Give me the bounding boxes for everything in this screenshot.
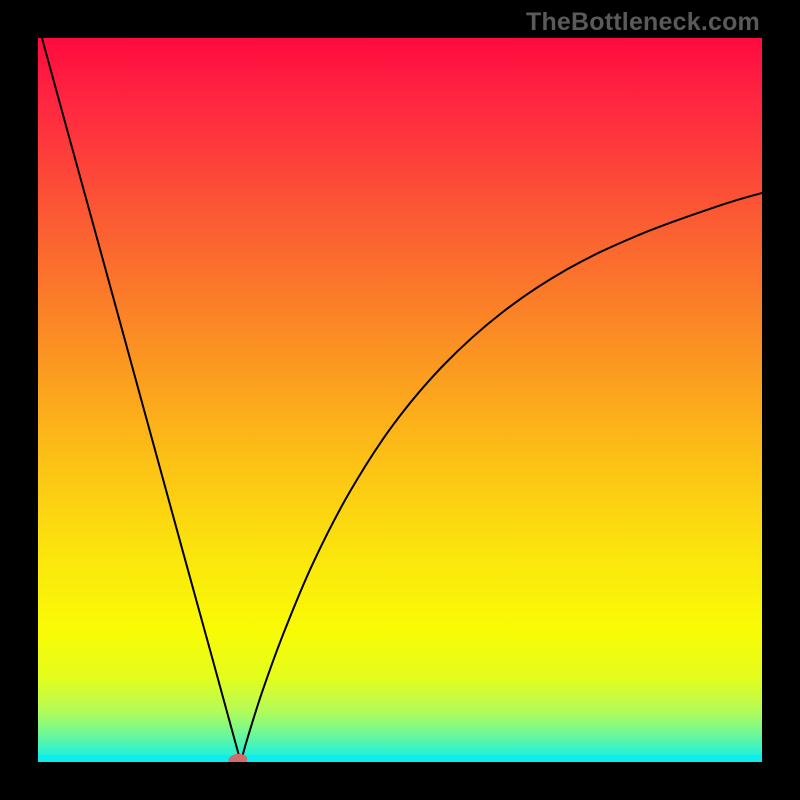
plot-area [38, 38, 762, 762]
curve-left-branch [38, 38, 241, 762]
minimum-marker [228, 753, 248, 762]
figure-root: TheBottleneck.com [0, 0, 800, 800]
bottleneck-curve [38, 38, 762, 762]
curve-right-branch [241, 193, 762, 762]
watermark-text: TheBottleneck.com [526, 8, 760, 37]
